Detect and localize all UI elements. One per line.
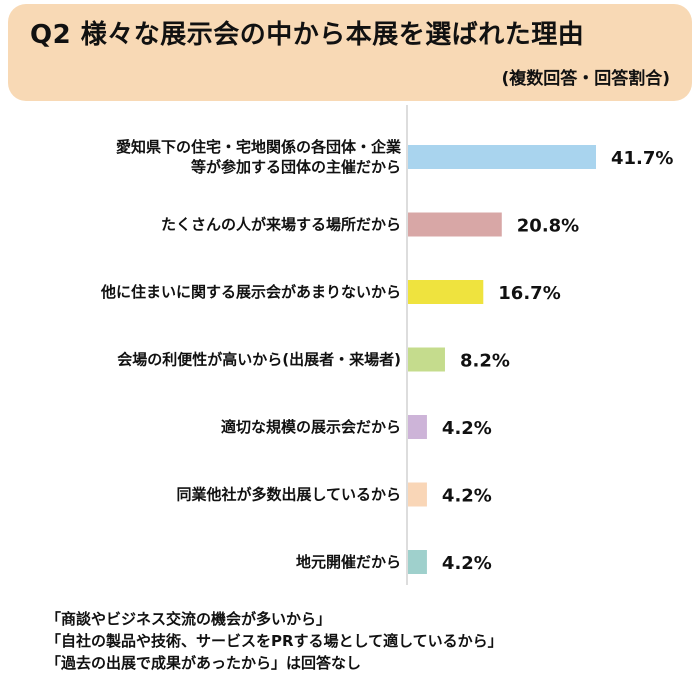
category-label: たくさんの人が来場する場所だから — [161, 216, 401, 234]
value-label: 20.8% — [517, 216, 579, 237]
note-line: 「自社の製品や技術、サービスをPRする場として適しているから」 — [46, 632, 503, 650]
bar — [408, 482, 427, 507]
value-label: 4.2% — [442, 553, 492, 574]
value-label: 16.7% — [498, 283, 560, 304]
bar — [408, 280, 484, 304]
note-line: 「商談やビジネス交流の機会が多いから」 — [46, 610, 332, 628]
category-label: 適切な規模の展示会だから — [221, 418, 401, 436]
bar — [408, 415, 427, 439]
value-label: 4.2% — [442, 486, 492, 507]
value-label: 41.7% — [611, 148, 673, 169]
chart-title: Q2 様々な展示会の中から本展を選ばれた理由 — [30, 20, 585, 50]
bar — [408, 550, 427, 574]
category-label: 地元開催だから — [296, 553, 401, 571]
bar — [408, 347, 445, 372]
category-label: 等が参加する団体の主催だから — [191, 158, 401, 176]
bar — [408, 145, 596, 169]
category-label: 同業他社が多数出展しているから — [176, 486, 401, 504]
chart-subtitle: (複数回答・回答割合) — [501, 69, 670, 89]
title-banner: Q2 様々な展示会の中から本展を選ばれた理由 (複数回答・回答割合) — [8, 4, 692, 101]
category-label: 会場の利便性が高いから(出展者・来場者) — [117, 351, 401, 369]
category-label: 他に住まいに関する展示会があまりないから — [100, 283, 401, 301]
note-line: 「過去の出展で成果があったから」は回答なし — [46, 654, 362, 672]
notes-block: 「商談やビジネス交流の機会が多いから」 「自社の製品や技術、サービスをPRする場… — [46, 608, 503, 674]
category-label: 愛知県下の住宅・宅地関係の各団体・企業 — [116, 138, 402, 156]
value-label: 8.2% — [460, 351, 510, 372]
bar — [408, 212, 502, 237]
value-label: 4.2% — [442, 418, 492, 439]
